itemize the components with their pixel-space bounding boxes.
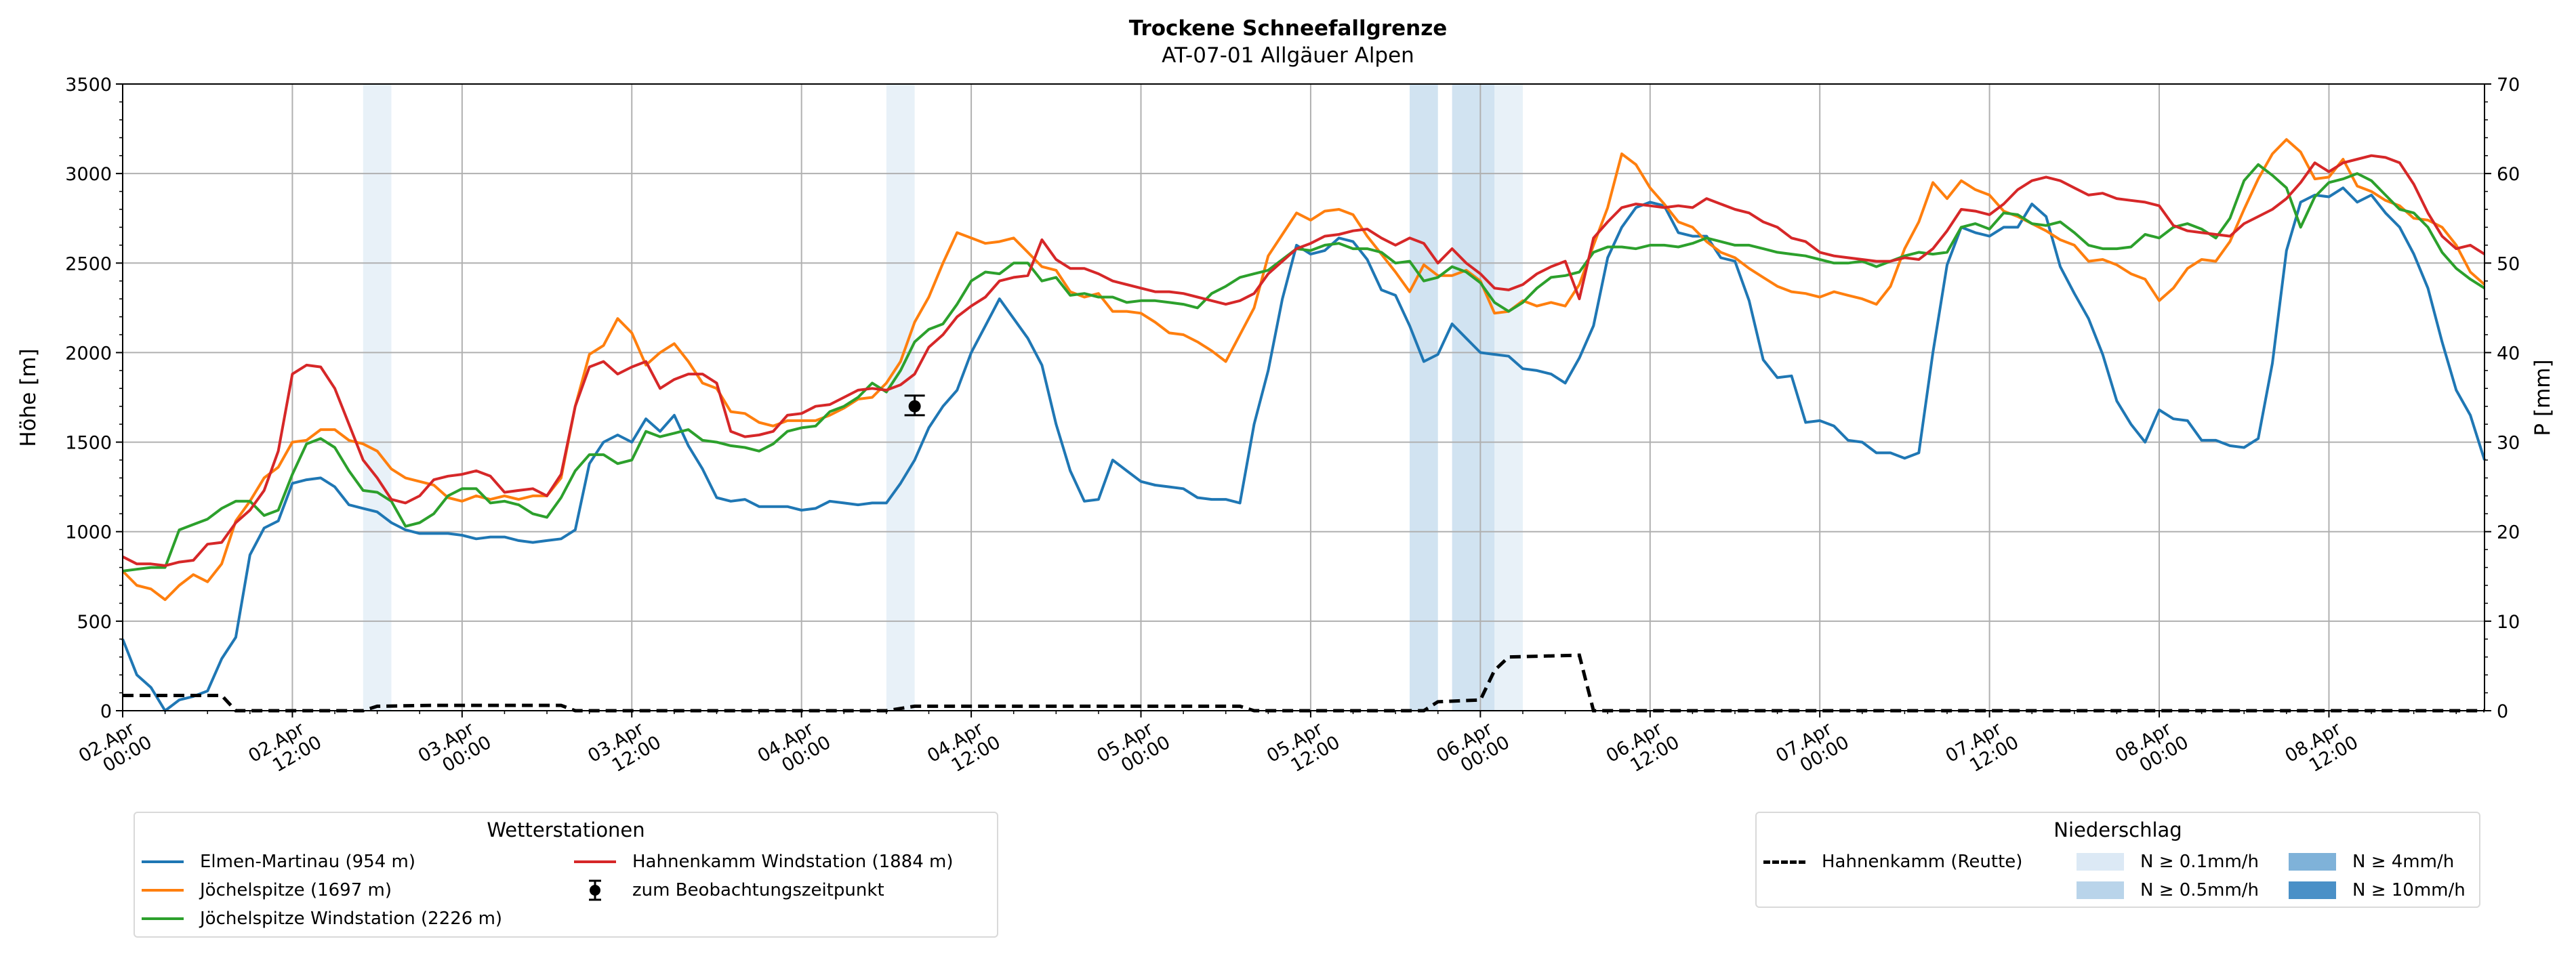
y-tick-label: 2500 xyxy=(65,253,112,274)
legend-item-joechelspitze: Jöchelspitze (1697 m) xyxy=(142,877,392,904)
y2-tick-label: 20 xyxy=(2497,522,2520,543)
y-tick-label: 500 xyxy=(77,612,112,633)
precip-legend-title: Niederschlag xyxy=(2053,818,2182,841)
y2-tick-label: 40 xyxy=(2497,343,2520,364)
legend-item-elmen: Elmen-Martinau (954 m) xyxy=(142,848,415,875)
legend-item-observation: zum Beobachtungszeitpunkt xyxy=(574,877,884,904)
legend-label: N ≥ 0.5mm/h xyxy=(2140,880,2260,900)
legend-label: Hahnenkamm Windstation (1884 m) xyxy=(632,852,954,872)
y2-tick-label: 30 xyxy=(2497,433,2520,454)
legend-item-level-3: N ≥ 4mm/h xyxy=(2289,848,2454,875)
series-line-1 xyxy=(121,138,2486,602)
observation-marker-icon xyxy=(589,879,601,901)
legend-item-precip-line: Hahnenkamm (Reutte) xyxy=(1763,848,2022,875)
y2-tick-label: 50 xyxy=(2497,253,2520,274)
series-lines xyxy=(121,138,2486,712)
y2-axis-label: P [mm] xyxy=(2531,359,2555,436)
legend-label: Jöchelspitze Windstation (2226 m) xyxy=(200,909,503,929)
chart-subtitle: AT-07-01 Allgäuer Alpen xyxy=(1162,43,1414,68)
plot-frame xyxy=(122,83,2485,711)
y-tick-label: 0 xyxy=(100,701,112,722)
precip-band xyxy=(1452,84,1467,711)
y2-tick-label: 70 xyxy=(2497,75,2520,96)
legend-label: N ≥ 0.1mm/h xyxy=(2140,852,2260,872)
stations-legend: Wetterstationen Elmen-Martinau (954 m) J… xyxy=(134,812,998,938)
precip-band xyxy=(886,84,915,711)
y-tick-label: 1500 xyxy=(65,433,112,454)
series-line-2 xyxy=(122,163,2486,572)
legend-swatch xyxy=(2289,881,2336,899)
legend-item-level-4: N ≥ 10mm/h xyxy=(2289,877,2466,904)
precip-band xyxy=(1494,84,1523,711)
legend-item-level-2: N ≥ 0.5mm/h xyxy=(2077,877,2259,904)
y2-tick-label: 0 xyxy=(2497,701,2508,722)
grid xyxy=(122,83,2485,711)
legend-swatch xyxy=(142,860,184,863)
y2-tick-label: 10 xyxy=(2497,612,2520,633)
y-tick-label: 2000 xyxy=(65,343,112,364)
precip-line xyxy=(123,653,2485,713)
legend-label: zum Beobachtungszeitpunkt xyxy=(632,880,884,900)
legend-item-joechelspitze-wind: Jöchelspitze Windstation (2226 m) xyxy=(142,905,502,932)
legend-item-hahnenkamm-wind: Hahnenkamm Windstation (1884 m) xyxy=(574,848,954,875)
legend-label: Elmen-Martinau (954 m) xyxy=(200,852,415,872)
precip-line xyxy=(123,653,2485,713)
y-tick-label: 1000 xyxy=(65,522,112,543)
legend-swatch xyxy=(2289,853,2336,871)
legend-label: Hahnenkamm (Reutte) xyxy=(1822,852,2023,872)
series-line-3 xyxy=(122,154,2486,567)
precip-legend: Niederschlag Hahnenkamm (Reutte) N ≥ 0.1… xyxy=(1755,812,2480,908)
precip-band xyxy=(1410,84,1438,711)
legend-label: N ≥ 10mm/h xyxy=(2352,880,2466,900)
legend-swatch xyxy=(142,889,184,892)
legend-swatch xyxy=(1763,860,1805,864)
legend-label: N ≥ 4mm/h xyxy=(2352,852,2455,872)
legend-swatch xyxy=(574,860,616,863)
legend-swatch xyxy=(142,917,184,920)
legend-swatch xyxy=(2077,881,2124,899)
legend-label: Jöchelspitze (1697 m) xyxy=(200,880,392,900)
stations-legend-title: Wetterstationen xyxy=(487,818,645,841)
chart-title: Trockene Schneefallgrenze xyxy=(1128,16,1448,41)
series-line-0 xyxy=(121,186,2486,712)
legend-item-level-1: N ≥ 0.1mm/h xyxy=(2077,848,2259,875)
y-axis-label: Höhe [m] xyxy=(16,348,41,446)
precip-band xyxy=(363,84,392,711)
y-tick-label: 3500 xyxy=(65,75,112,96)
precip-bands xyxy=(363,84,1523,711)
observation-point xyxy=(908,400,921,413)
y-tick-label: 3000 xyxy=(65,164,112,185)
y2-tick-label: 60 xyxy=(2497,164,2520,185)
legend-swatch xyxy=(2077,853,2124,871)
observation-marker xyxy=(904,394,925,417)
